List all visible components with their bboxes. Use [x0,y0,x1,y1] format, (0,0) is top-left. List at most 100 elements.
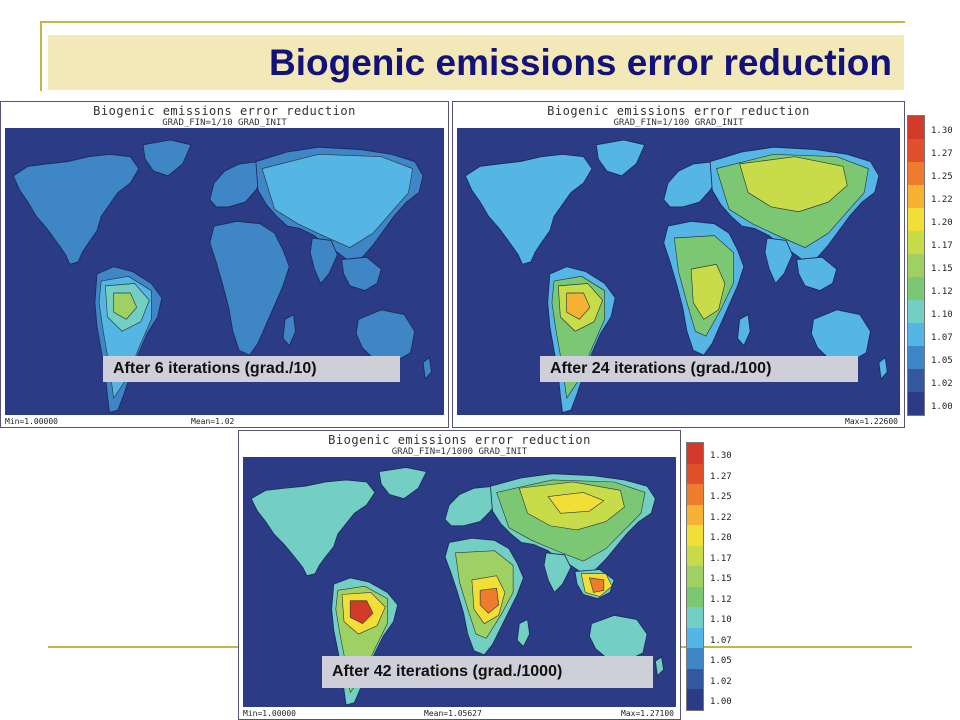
land-n-america [12,153,140,265]
colorbar-swatch [687,668,703,689]
contour-siberia-core [547,492,605,514]
colorbar-swatch [908,139,924,162]
land-n-america [464,153,593,265]
colorbar-label: 1.12 [710,594,732,605]
land-madagascar [282,313,297,347]
colorbar-label: 1.27 [931,149,953,160]
contour-amazon-core [349,600,374,625]
left-rule [40,21,42,91]
panel-subtitle: GRAD_FIN=1/1000 GRAD_INIT [391,447,528,457]
colorbar-label: 1.20 [710,533,732,544]
colorbar-label: 1.22 [931,195,953,206]
colorbar-swatch [687,689,703,710]
colorbar-label: 1.05 [710,656,732,667]
colorbar-swatch [908,162,924,185]
colorbar-swatch [908,208,924,231]
colorbar-label: 1.30 [931,126,953,137]
map-panel-3: Biogenic emissions error reduction GRAD_… [238,430,681,720]
colorbar-label: 1.15 [710,574,732,585]
land-nz [878,356,888,381]
caption-panel-1: After 6 iterations (grad./10) [103,356,400,382]
panel-title: Biogenic emissions error reduction [328,433,591,447]
colorbar-swatch [687,627,703,648]
land-se-asia [796,256,838,292]
colorbar-swatch [687,607,703,628]
colorbar-swatches [686,442,704,711]
colorbar-swatch [908,254,924,277]
colorbar-label: 1.07 [710,635,732,646]
land-se-asia [341,256,382,292]
caption-panel-2: After 24 iterations (grad./100) [540,356,858,382]
panel-subtitle: GRAD_FIN=1/100 GRAD_INIT [613,118,744,128]
land-india [764,237,793,285]
colorbar-swatch [687,443,703,464]
colorbar-swatch [908,231,924,254]
colorbar-swatch [687,566,703,587]
colorbar-label: 1.00 [710,697,732,708]
colorbar-label: 1.00 [931,402,953,413]
panel-title: Biogenic emissions error reduction [93,104,356,118]
stat-max: Max=1.22600 [845,417,898,426]
slide-title: Biogenic emissions error reduction [269,42,892,83]
colorbar-label: 1.12 [931,287,953,298]
colorbar-label: 1.27 [710,471,732,482]
colorbar-swatch [687,484,703,505]
colorbar-swatch [687,525,703,546]
land-australia [355,309,416,363]
land-madagascar [737,313,751,347]
colorbar-swatch [687,648,703,669]
contour-amazon-core [566,292,591,320]
colorbar-top: 1.30 1.27 1.25 1.22 1.20 1.17 1.15 1.12 1.10 1.07… [907,115,957,416]
contour-siberia [739,156,848,213]
contour-eurasia [261,153,414,248]
colorbar-swatch [908,185,924,208]
colorbar-label: 1.22 [710,512,732,523]
colorbar-swatch [908,116,924,139]
colorbar-swatches [907,115,925,416]
colorbar-swatch [908,300,924,323]
colorbar-label: 1.05 [931,356,953,367]
colorbar-swatch [908,323,924,346]
title-bar: Biogenic emissions error reduction [48,35,904,90]
stat-mean: Mean=1.05627 [424,709,482,718]
land-africa [209,220,290,356]
caption-panel-3: After 42 iterations (grad./1000) [322,656,653,688]
land-india [309,237,338,285]
colorbar-swatch [687,504,703,525]
colorbar-label: 1.30 [710,451,732,462]
colorbar-swatch [908,369,924,392]
contour-congo-core [479,587,500,614]
stat-min: Min=1.00000 [243,709,296,718]
land-greenland [595,139,646,177]
colorbar-swatch [908,392,924,415]
colorbar-label: 1.02 [931,379,953,390]
land-madagascar [516,618,531,648]
land-nz [654,656,665,677]
contour-se-asia_core [588,577,605,593]
colorbar-label: 1.10 [931,310,953,321]
colorbar-bottom: 1.30 1.27 1.25 1.22 1.20 1.17 1.15 1.12 1.10 1.07… [686,442,736,712]
colorbar-swatch [687,545,703,566]
land-n-america [250,479,376,577]
panel-subtitle: GRAD_FIN=1/10 GRAD_INIT [162,118,287,128]
colorbar-label: 1.17 [931,241,953,252]
contour-congo [690,263,726,320]
colorbar-label: 1.15 [931,264,953,275]
land-greenland [378,466,428,500]
colorbar-label: 1.17 [710,553,732,564]
stat-mean: Mean=1.02 [191,417,235,426]
stat-min: Min=1.00000 [5,417,58,426]
colorbar-label: 1.07 [931,333,953,344]
land-india [543,552,572,594]
colorbar-swatch [687,463,703,484]
land-greenland [142,139,192,177]
colorbar-label: 1.02 [710,676,732,687]
colorbar-label: 1.25 [710,492,732,503]
colorbar-label: 1.25 [931,172,953,183]
colorbar-swatch [908,346,924,369]
colorbar-label: 1.10 [710,615,732,626]
stat-max: Max=1.27100 [621,709,674,718]
colorbar-swatch [687,586,703,607]
colorbar-label: 1.20 [931,218,953,229]
panel-title: Biogenic emissions error reduction [547,104,810,118]
